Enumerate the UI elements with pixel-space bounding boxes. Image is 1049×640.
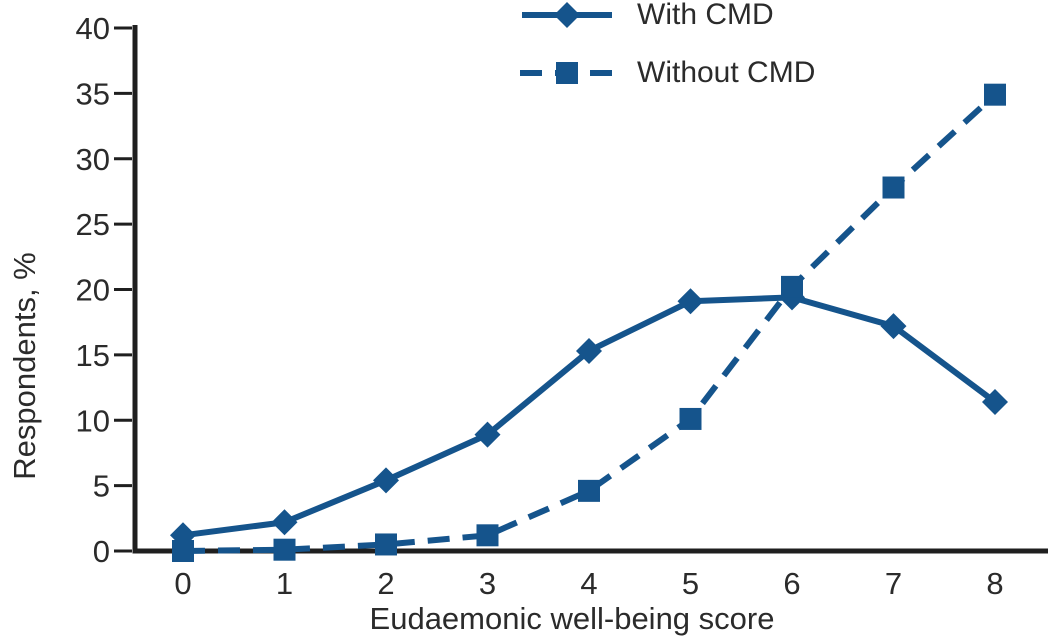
diamond-marker-with-cmd (677, 288, 704, 315)
x-tick-label: 5 (682, 566, 699, 601)
solid-line-diamond-marker-icon (522, 2, 612, 28)
diamond-marker-with-cmd (576, 337, 602, 364)
legend-item-without-cmd: Without CMD (520, 56, 816, 89)
dashed-line-square-marker-icon (520, 62, 612, 84)
square-marker-without-cmd (273, 538, 296, 561)
square-marker-without-cmd (172, 540, 194, 562)
y-tick-label: 10 (76, 403, 110, 438)
y-axis-title: Respondents, % (7, 252, 42, 480)
y-tick-label: 30 (76, 142, 110, 177)
x-tick-label: 4 (580, 566, 597, 601)
x-tick-label: 8 (986, 566, 1003, 601)
legend-item-with-cmd: With CMD (520, 0, 815, 31)
square-marker-without-cmd (476, 524, 499, 547)
square-marker-without-cmd (781, 275, 803, 298)
x-tick-label: 0 (174, 566, 191, 601)
chart-legend: With CMD Without CMD (520, 0, 816, 89)
diamond-marker-with-cmd (271, 509, 298, 536)
square-marker-without-cmd (984, 83, 1006, 106)
y-tick-label: 40 (76, 11, 110, 46)
x-axis-title: Eudaemonic well-being score (369, 601, 775, 636)
legend-label-with-cmd: With CMD (637, 0, 774, 31)
square-marker-without-cmd (679, 407, 702, 430)
y-tick-label: 15 (76, 338, 110, 373)
y-tick-label: 25 (76, 207, 110, 242)
square-marker-without-cmd (882, 176, 905, 199)
x-tick-label: 2 (377, 566, 394, 601)
diamond-marker-with-cmd (474, 421, 501, 448)
x-tick-label: 1 (276, 566, 293, 601)
x-tick-label: 7 (885, 566, 902, 601)
y-tick-label: 35 (76, 76, 110, 111)
x-tick-label: 3 (479, 566, 496, 601)
diamond-marker-with-cmd (982, 388, 1008, 415)
square-marker-without-cmd (375, 533, 397, 556)
y-tick-label: 20 (76, 273, 110, 308)
y-tick-label: 5 (93, 469, 110, 504)
diamond-marker-with-cmd (373, 467, 399, 494)
square-marker-without-cmd (578, 479, 600, 502)
legend-label-without-cmd: Without CMD (637, 56, 816, 89)
diamond-marker-with-cmd (880, 313, 907, 340)
y-tick-label: 0 (93, 534, 110, 569)
x-tick-label: 6 (783, 566, 800, 601)
